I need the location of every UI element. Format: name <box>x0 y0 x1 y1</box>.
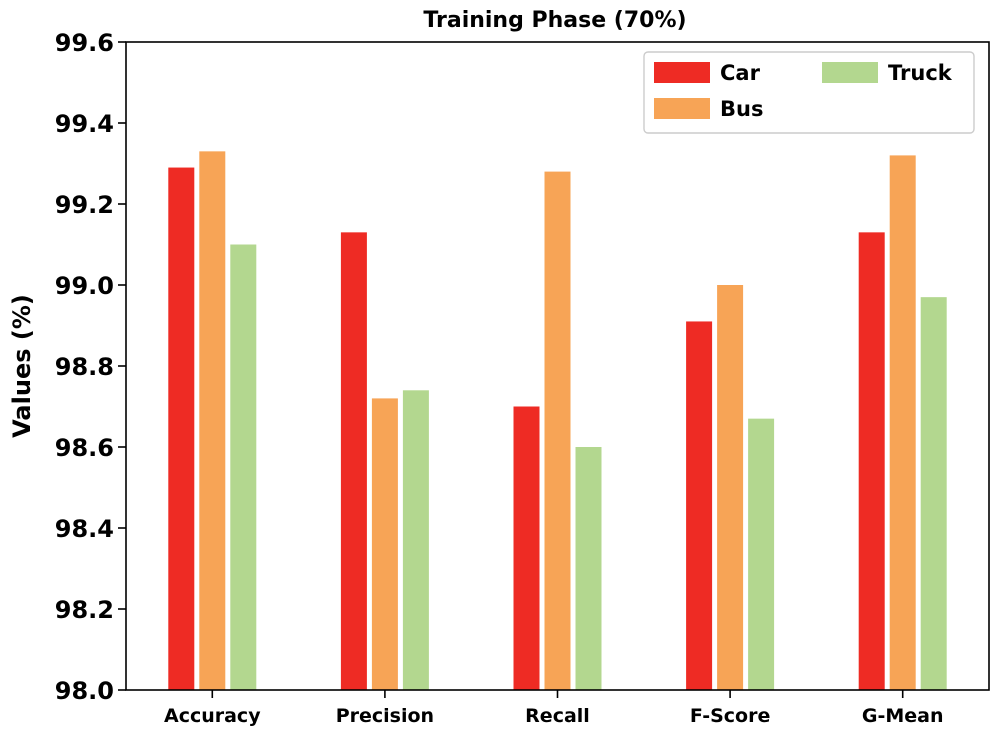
x-axis-ticks: Accuracy Precision Recall F-Score G-Mean <box>164 690 944 727</box>
legend-swatch-bus <box>654 98 710 119</box>
bar-bus-g-mean <box>889 155 916 690</box>
bar-car-g-mean <box>858 232 885 690</box>
bar-bus-accuracy <box>199 151 226 691</box>
bar-car-precision <box>340 232 367 690</box>
legend-label-car: Car <box>720 61 761 85</box>
bars <box>168 151 947 691</box>
x-tick-label-recall: Recall <box>525 705 590 727</box>
x-tick-label-accuracy: Accuracy <box>164 705 261 727</box>
bar-bus-recall <box>544 171 571 691</box>
chart-title: Training Phase (70%) <box>423 8 686 33</box>
y-tick-label: 98.0 <box>55 677 114 705</box>
y-tick-label: 99.2 <box>55 191 114 219</box>
legend-label-truck: Truck <box>888 61 953 85</box>
y-tick-label: 98.6 <box>55 434 114 462</box>
y-tick-label: 98.4 <box>55 515 114 543</box>
bar-truck-accuracy <box>230 244 257 690</box>
bar-bus-precision <box>371 398 398 690</box>
y-tick-label: 99.4 <box>55 110 114 138</box>
y-tick-label: 99.0 <box>55 272 114 300</box>
bar-bus-f-score <box>717 285 744 690</box>
bar-truck-g-mean <box>920 297 947 690</box>
x-tick-label-precision: Precision <box>336 705 434 727</box>
legend: Car Bus Truck <box>643 51 975 134</box>
legend-swatch-truck <box>822 62 878 83</box>
x-tick-label-g-mean: G-Mean <box>862 705 944 727</box>
bar-car-accuracy <box>168 167 195 691</box>
y-axis-ticks: 98.0 98.2 98.4 98.6 98.8 99.0 99.2 99.4 99.6 <box>55 29 126 705</box>
legend-swatch-car <box>654 62 710 83</box>
bar-truck-precision <box>402 390 429 690</box>
y-tick-label: 99.6 <box>55 29 114 57</box>
legend-label-bus: Bus <box>720 97 763 121</box>
plot-frame <box>125 41 990 691</box>
legend-box <box>643 51 975 134</box>
x-tick-label-f-score: F-Score <box>690 705 771 727</box>
bar-car-f-score <box>686 321 713 690</box>
y-axis-label: Values (%) <box>8 294 36 438</box>
bar-truck-f-score <box>748 418 775 690</box>
y-tick-label: 98.2 <box>55 596 114 624</box>
bar-truck-recall <box>575 447 602 690</box>
y-tick-label: 98.8 <box>55 353 114 381</box>
bar-car-recall <box>513 406 540 690</box>
